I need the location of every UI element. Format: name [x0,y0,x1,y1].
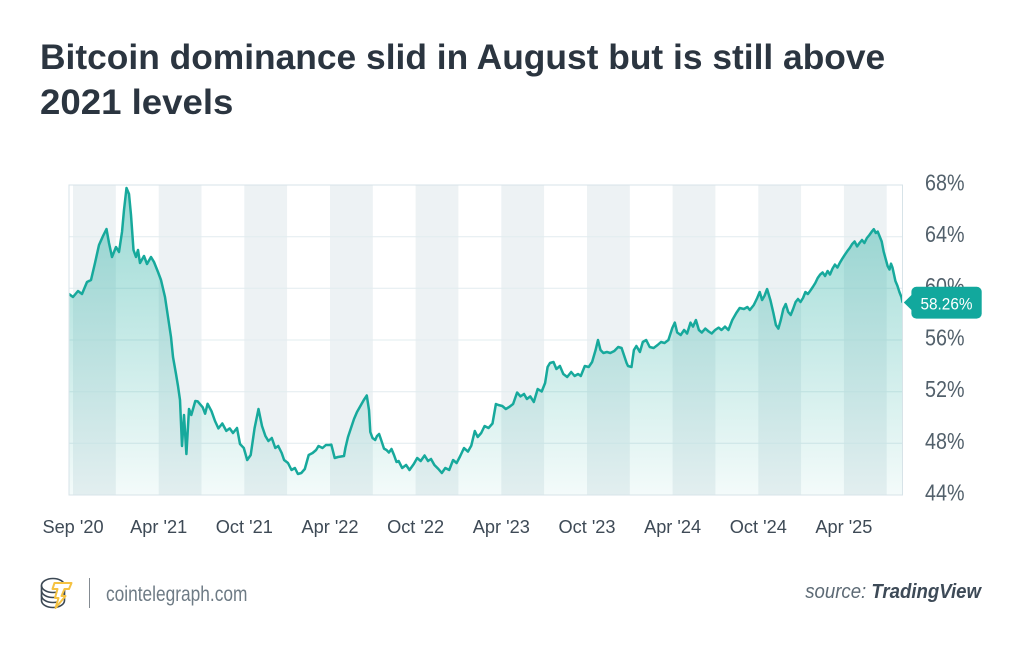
svg-text:48%: 48% [925,428,965,454]
svg-text:44%: 44% [925,480,965,506]
svg-text:Apr '22: Apr '22 [301,517,358,537]
svg-text:Apr '21: Apr '21 [130,517,187,537]
svg-text:Apr '24: Apr '24 [644,517,701,537]
svg-text:Apr '25: Apr '25 [815,517,872,537]
svg-text:56%: 56% [925,325,965,351]
svg-text:Oct '22: Oct '22 [387,517,444,537]
svg-text:Oct '23: Oct '23 [558,517,615,537]
svg-text:58.26%: 58.26% [921,294,973,313]
svg-text:Sep '20: Sep '20 [42,517,103,537]
svg-text:64%: 64% [925,221,965,247]
svg-text:Oct '24: Oct '24 [730,517,787,537]
svg-text:68%: 68% [925,170,965,196]
svg-text:Apr '23: Apr '23 [473,517,530,537]
svg-text:Oct '21: Oct '21 [216,517,273,537]
svg-text:52%: 52% [925,376,965,402]
